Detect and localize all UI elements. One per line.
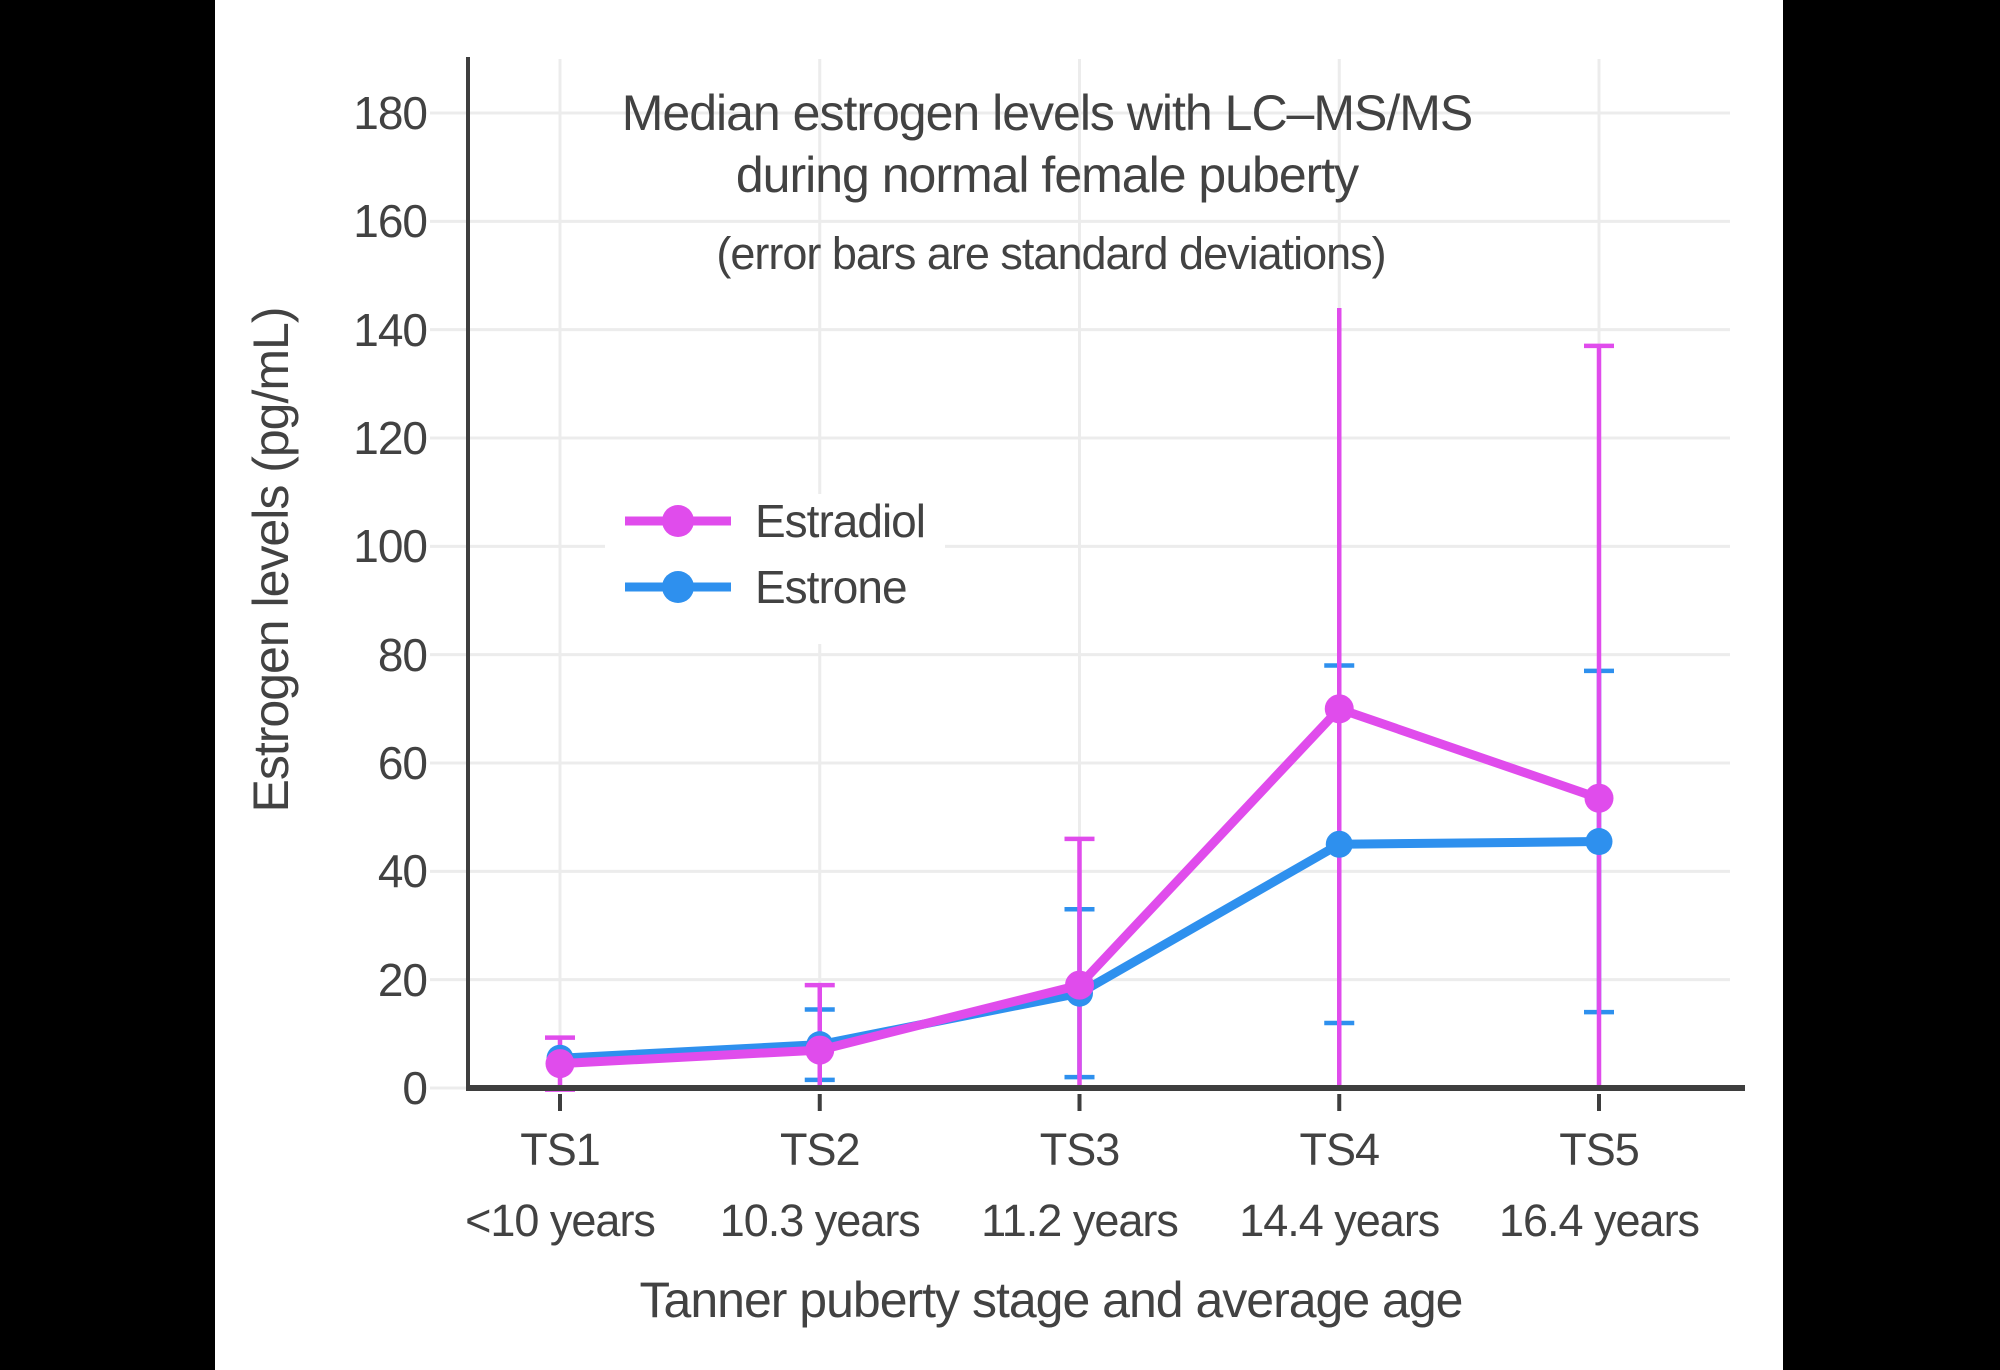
x-tick-label-age: 11.2 years xyxy=(981,1195,1179,1246)
legend-item-estrone: Estrone xyxy=(623,561,908,613)
x-tick-label-stage: TS1 xyxy=(520,1124,601,1175)
y-tick-label: 0 xyxy=(402,1062,428,1114)
chart-panel: Median estrogen levels with LC–MS/MS dur… xyxy=(215,0,1783,1370)
chart-title-line-1: Median estrogen levels with LC–MS/MS xyxy=(621,85,1473,141)
y-tick-label: 140 xyxy=(353,303,428,356)
estrone-data-point xyxy=(1325,830,1353,858)
x-tick-label-stage: TS3 xyxy=(1039,1124,1121,1175)
y-tick-label: 40 xyxy=(377,845,428,898)
y-tick-label: 80 xyxy=(377,628,428,681)
x-tick-label-age: 10.3 years xyxy=(719,1195,921,1246)
estradiol-data-point xyxy=(1065,970,1094,1000)
x-tick-label-age: <10 years xyxy=(465,1195,656,1246)
estradiol-data-point xyxy=(1584,783,1614,813)
estradiol-line-marker-swatch xyxy=(625,505,731,537)
y-tick-label: 120 xyxy=(353,411,428,464)
x-tick-label-stage: TS2 xyxy=(779,1124,861,1175)
x-tick-label-age: 14.4 years xyxy=(1239,1195,1440,1246)
estradiol-data-point xyxy=(1324,694,1354,724)
y-tick-label: 20 xyxy=(377,953,428,1006)
x-tick-label-stage: TS4 xyxy=(1299,1124,1380,1175)
chart-subtitle: (error bars are standard deviations) xyxy=(716,228,1386,279)
estrone-line-marker-swatch xyxy=(625,571,731,603)
chart-title-line-2: during normal female puberty xyxy=(735,147,1359,203)
estradiol-data-point xyxy=(805,1035,835,1065)
estradiol-data-point xyxy=(545,1049,575,1079)
x-tick-label-stage: TS5 xyxy=(1559,1124,1640,1175)
x-tick-label-age: 16.4 years xyxy=(1498,1195,1700,1246)
legend-item-estradiol: Estradiol xyxy=(623,495,926,547)
legend-label-estrone: Estrone xyxy=(755,561,908,613)
y-tick-label: 60 xyxy=(377,736,428,789)
legend-label-estradiol: Estradiol xyxy=(755,495,926,547)
y-tick-label: 160 xyxy=(353,195,428,248)
x-axis-title: Tanner puberty stage and average age xyxy=(639,1272,1464,1328)
y-tick-label: 100 xyxy=(353,520,428,573)
legend: Estradiol Estrone xyxy=(605,494,945,644)
estrone-data-point xyxy=(1585,828,1613,856)
y-tick-label: 180 xyxy=(353,86,428,139)
